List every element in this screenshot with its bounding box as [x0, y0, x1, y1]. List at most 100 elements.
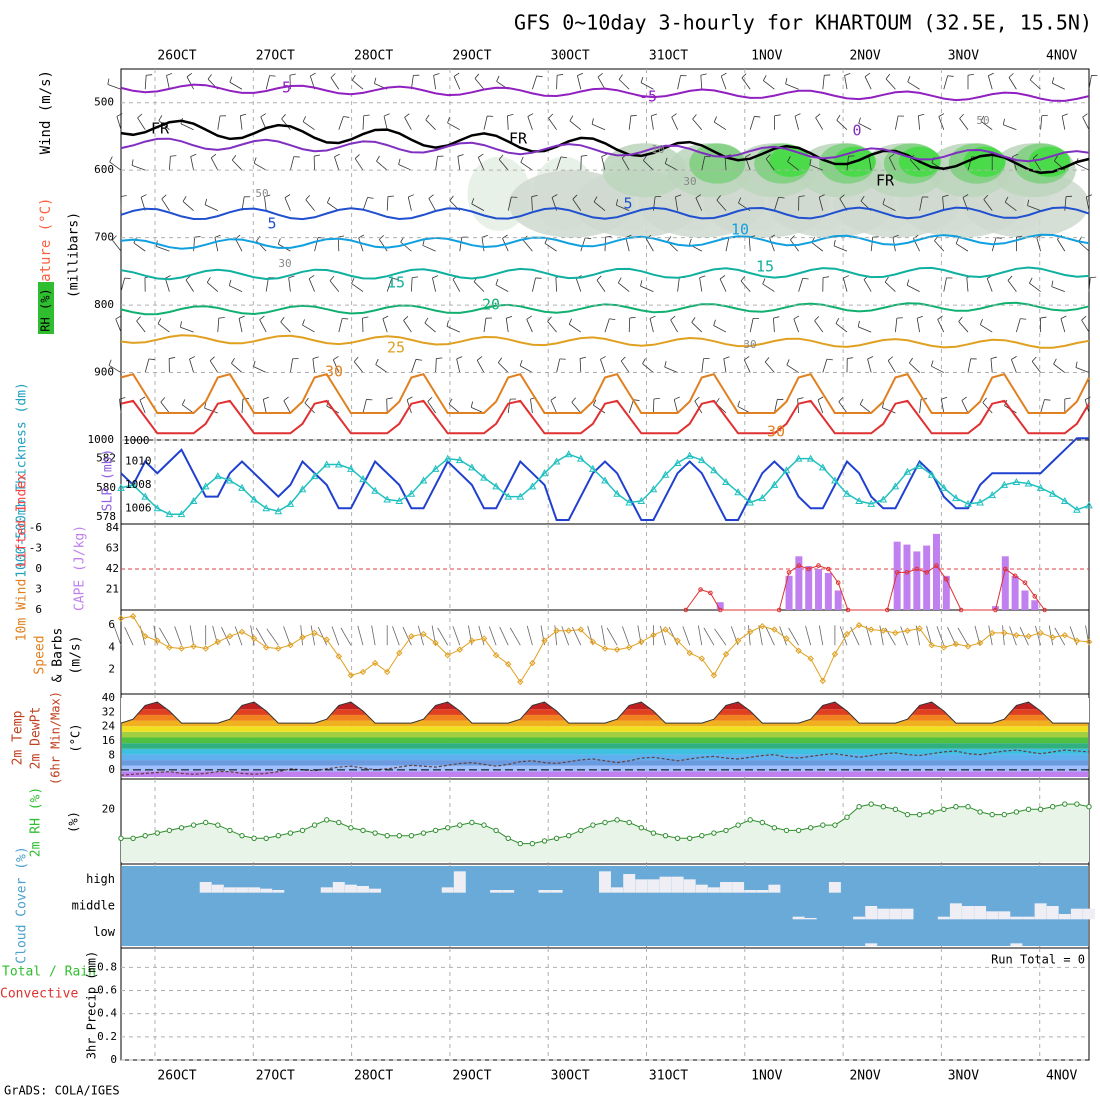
surface-wind-barb — [936, 626, 945, 646]
wind-speed-point — [154, 637, 161, 644]
cape-ylabel: CAPE (J/kg) — [73, 525, 88, 611]
thickness-point — [1060, 496, 1069, 504]
cloud-high-bar — [453, 871, 466, 893]
wind-barb-flag — [620, 356, 626, 362]
rh-point — [517, 840, 523, 847]
wind-barb-flag — [887, 356, 893, 361]
cloud-high-bar — [369, 888, 382, 893]
wind-barb-shaft — [354, 158, 364, 171]
rh-point — [469, 819, 475, 826]
wind-speed-point — [420, 630, 427, 638]
wind-barb-shaft — [737, 406, 751, 414]
wind-speed-point — [238, 628, 246, 636]
wind-barb-shaft — [597, 76, 606, 90]
wind-barb-flag — [814, 316, 820, 322]
wind-speed-point — [492, 652, 500, 659]
rh-point — [795, 827, 802, 834]
wind-barb-shaft — [547, 321, 557, 333]
thickness-point — [274, 507, 283, 515]
wind-barb-shaft — [476, 360, 485, 373]
wind-barb-flag — [406, 396, 413, 401]
thickness-point — [794, 454, 803, 462]
contour-label: 5 — [267, 215, 276, 233]
wind-barb-flag — [980, 115, 985, 122]
surface-wind-barb — [561, 626, 570, 646]
wind-barb-shaft — [290, 156, 295, 171]
surface-wind-barb — [587, 625, 594, 646]
wind-speed-point — [638, 638, 645, 646]
surface-wind-barb — [283, 626, 291, 646]
wind-barb-flag — [793, 315, 800, 320]
wind-barb-shaft — [447, 122, 460, 131]
surface-wind-barb — [255, 627, 267, 646]
wind-ylabel-full: 10m Wind Speed & Barbs (m/s) — [1, 1, 18, 3]
wind-barb-shaft — [763, 80, 775, 90]
wind-barb-flag — [131, 159, 134, 166]
cloud-high-bar — [357, 886, 369, 893]
wind-barb-shaft — [204, 407, 218, 414]
wind-barb-flag — [256, 235, 261, 242]
wind-speed-point — [347, 672, 355, 679]
wind-barb-shaft — [1076, 163, 1090, 171]
temp-contour-30 — [120, 373, 1090, 414]
wind-barb-flag — [740, 276, 746, 282]
wind-barb-flag — [1065, 195, 1073, 198]
wind-barb-shaft — [774, 399, 778, 414]
wind-speed-point — [529, 659, 536, 667]
lifted-index-point — [934, 563, 939, 568]
wind-speed-point — [698, 655, 706, 662]
thickness-point — [528, 482, 537, 490]
wind-barb-flag — [218, 317, 225, 319]
lifted-index-point — [1042, 607, 1047, 613]
cape-tick-label: 42 — [106, 562, 119, 575]
cape-tick-label: 21 — [106, 583, 119, 596]
surface-wind-barb — [478, 625, 485, 646]
wind-barb-flag — [909, 357, 913, 364]
wind-barb-shaft — [137, 117, 146, 130]
wind-barb-shaft — [532, 75, 538, 90]
thickness-point — [480, 473, 488, 481]
upper-ylabel-millibars: (millibars) — [67, 212, 82, 298]
wind-speed-point — [819, 677, 827, 685]
cape-bar — [903, 544, 911, 610]
wind-barb-shaft — [457, 156, 461, 171]
wind-barb-shaft — [671, 116, 678, 130]
temp-contour-10 — [120, 233, 1090, 250]
panel-frame-wind — [120, 609, 1090, 695]
wind-barb-shaft — [1051, 286, 1065, 292]
wind-barb-flag — [497, 357, 503, 363]
wind-barb-flag — [826, 358, 833, 361]
wind-barb-flag — [139, 396, 146, 401]
rh-point — [408, 832, 415, 839]
li-tick-label: 3 — [35, 583, 42, 596]
wind-barb-flag — [181, 399, 186, 405]
precip-tick-label: 0.6 — [97, 984, 117, 997]
cloud-middle-bar — [1046, 906, 1059, 920]
wind-speed-point — [771, 626, 778, 633]
top-x-tick-label: 31OCT — [649, 49, 688, 64]
wind-barb-flag — [481, 235, 488, 238]
lifted-index-point — [1032, 594, 1038, 599]
wind-barb-shaft — [144, 358, 150, 373]
wind-barb-shaft — [265, 75, 270, 90]
slp-tick-label: 1010 — [125, 455, 152, 468]
cloud-high-bar — [828, 882, 841, 893]
wind-barb-shaft — [618, 79, 630, 90]
wind-barb-flag — [146, 74, 153, 76]
rh-point — [384, 832, 390, 839]
rh-point — [904, 811, 911, 818]
temp-ylabel-2: 2m DewPt — [29, 707, 44, 770]
wind-barb-flag — [941, 396, 948, 400]
wind-barb-shaft — [670, 319, 678, 333]
wind-barb-flag — [374, 77, 377, 84]
wind-barb-flag — [260, 113, 266, 118]
wind-barb-shaft — [774, 197, 779, 211]
wind-barb-flag — [283, 396, 289, 401]
surface-wind-barb — [499, 626, 509, 646]
rh-point — [1086, 804, 1092, 810]
wind-barb-shaft — [1060, 318, 1066, 333]
wind-barb-flag — [229, 76, 233, 83]
wind-barb-shaft — [822, 359, 828, 373]
cloud-high-bar — [236, 887, 248, 893]
surface-wind-barb — [697, 625, 703, 646]
